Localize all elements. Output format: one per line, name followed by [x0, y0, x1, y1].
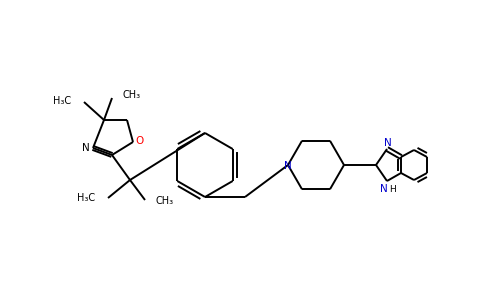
- Text: CH₃: CH₃: [156, 196, 174, 206]
- Text: O: O: [136, 136, 144, 146]
- Text: H₃C: H₃C: [53, 96, 71, 106]
- Text: N: N: [384, 138, 392, 148]
- Text: N: N: [82, 143, 90, 153]
- Text: H: H: [389, 184, 395, 194]
- Text: H₃C: H₃C: [77, 193, 95, 203]
- Text: CH₃: CH₃: [123, 90, 141, 100]
- Text: N: N: [284, 161, 292, 171]
- Text: N: N: [380, 184, 388, 194]
